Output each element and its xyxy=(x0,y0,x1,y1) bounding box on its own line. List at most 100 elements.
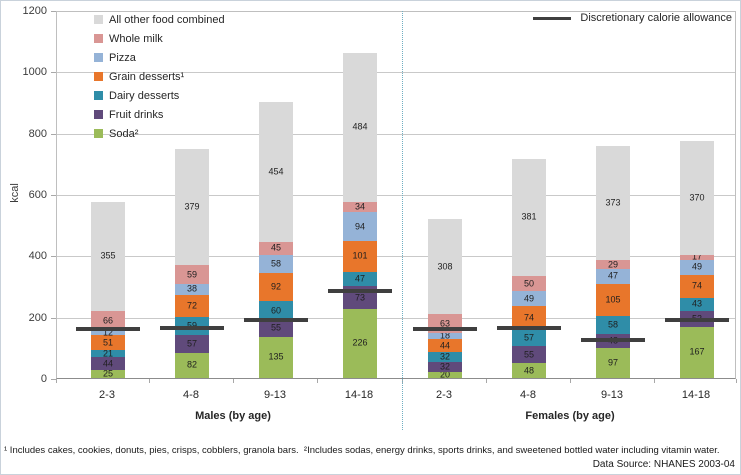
category-label: 9-13 xyxy=(600,389,624,401)
bar-segment: 355 xyxy=(91,201,125,311)
bar-value-label: 55 xyxy=(523,349,534,360)
bar-segment: 105 xyxy=(596,283,630,316)
y-axis-tick xyxy=(51,195,56,196)
bar-segment: 484 xyxy=(343,53,377,202)
bar-value-label: 57 xyxy=(523,332,534,343)
bar-segment: 55 xyxy=(259,319,293,337)
bar-segment: 12 xyxy=(91,327,125,338)
reference-line-legend: Discretionary calorie allowance xyxy=(533,12,732,24)
bar-value-label: 72 xyxy=(186,300,197,311)
legend-swatch-icon xyxy=(94,53,103,62)
bar-segment: 18 xyxy=(428,330,462,341)
bar-segment: 226 xyxy=(343,308,377,378)
y-axis-tick xyxy=(51,379,56,380)
bar-value-label: 454 xyxy=(268,166,284,177)
x-axis-tick xyxy=(317,379,318,383)
bar-segment: 51 xyxy=(91,334,125,351)
y-axis-label: 0 xyxy=(40,373,47,385)
bar-value-label: 32 xyxy=(439,351,450,362)
bar-segment: 454 xyxy=(259,102,293,242)
x-axis-tick xyxy=(570,379,571,383)
gridline xyxy=(57,256,735,258)
bar-value-label: 226 xyxy=(352,337,368,348)
legend-item: Soda² xyxy=(94,124,225,143)
discretionary-line xyxy=(665,318,729,323)
legend-swatch-icon xyxy=(94,15,103,24)
x-axis-tick xyxy=(56,379,57,383)
reference-line-swatch-icon xyxy=(533,16,572,20)
discretionary-line xyxy=(497,325,561,330)
plot-area: 2544215112663558257597238593791355560925… xyxy=(56,11,736,379)
gridline xyxy=(57,133,735,135)
bar-segment: 34 xyxy=(343,201,377,213)
bar-segment: 59 xyxy=(175,265,209,284)
bar-value-label: 58 xyxy=(607,319,618,330)
y-axis-label: 1200 xyxy=(22,5,47,17)
bar-segment: 44 xyxy=(428,338,462,353)
bar-value-label: 92 xyxy=(270,281,281,292)
category-label: 2-3 xyxy=(436,389,452,401)
bar-value-label: 12 xyxy=(102,327,113,338)
bar-segment: 17 xyxy=(680,251,714,262)
bar-value-label: 379 xyxy=(184,201,200,212)
bar-value-label: 60 xyxy=(270,305,281,316)
bar-segment: 167 xyxy=(680,326,714,378)
bar-value-label: 21 xyxy=(102,348,113,359)
legend: All other food combined Whole milk Pizza Gr… xyxy=(94,10,225,143)
gridline xyxy=(57,195,735,196)
bar-segment: 379 xyxy=(175,149,209,266)
legend-label: Soda² xyxy=(109,127,139,140)
legend-label: Fruit drinks xyxy=(109,108,164,121)
bar-segment: 29 xyxy=(596,260,630,270)
bar-segment: 21 xyxy=(91,348,125,359)
bar-segment: 82 xyxy=(175,352,209,378)
bar-segment: 94 xyxy=(343,212,377,241)
bar-segment: 66 xyxy=(91,310,125,332)
bar-value-label: 50 xyxy=(523,278,534,289)
bar-segment: 381 xyxy=(512,159,546,276)
bar-value-label: 43 xyxy=(691,298,702,309)
legend-label: All other food combined xyxy=(109,13,225,26)
y-axis-label: 600 xyxy=(28,189,47,201)
legend-swatch-icon xyxy=(94,129,103,138)
legend-item: Dairy desserts xyxy=(94,86,225,105)
bar-segment: 32 xyxy=(428,351,462,363)
legend-label: Pizza xyxy=(109,51,136,64)
legend-item: Whole milk xyxy=(94,29,225,48)
bar-segment: 38 xyxy=(175,283,209,296)
bar-segment: 92 xyxy=(259,273,293,302)
group-label: Males (by age) xyxy=(195,410,271,422)
bar-value-label: 105 xyxy=(605,294,621,305)
bar-segment: 101 xyxy=(343,240,377,272)
bar-value-label: 355 xyxy=(100,250,116,261)
y-axis-tick xyxy=(51,11,56,12)
bar-value-label: 47 xyxy=(354,273,365,284)
bar-segment: 49 xyxy=(680,259,714,275)
bar-value-label: 58 xyxy=(270,258,281,269)
y-axis-tick xyxy=(51,256,56,258)
bar-value-label: 135 xyxy=(268,351,284,362)
bar-segment: 60 xyxy=(259,301,293,320)
bar-value-label: 66 xyxy=(102,315,113,326)
bar-segment: 32 xyxy=(428,362,462,372)
bar-value-label: 18 xyxy=(439,330,450,341)
legend-item: All other food combined xyxy=(94,10,225,29)
bar-value-label: 82 xyxy=(186,359,197,370)
data-source: Data Source: NHANES 2003-04 xyxy=(592,459,735,470)
bar-segment: 20 xyxy=(428,369,462,380)
bar-value-label: 17 xyxy=(691,251,702,262)
bar-value-label: 38 xyxy=(186,283,197,294)
legend-label: Dairy desserts xyxy=(109,89,180,102)
bar-value-label: 20 xyxy=(439,369,450,380)
bar-segment: 57 xyxy=(512,328,546,347)
bar-value-label: 57 xyxy=(186,338,197,349)
discretionary-line xyxy=(76,327,140,332)
bar-segment: 308 xyxy=(428,219,462,314)
bar-value-label: 308 xyxy=(437,261,453,272)
bar-value-label: 63 xyxy=(439,318,450,329)
reference-line-label: Discretionary calorie allowance xyxy=(580,12,732,24)
y-axis-tick xyxy=(51,72,56,74)
category-label: 4-8 xyxy=(520,389,536,401)
bar-segment: 135 xyxy=(259,336,293,378)
